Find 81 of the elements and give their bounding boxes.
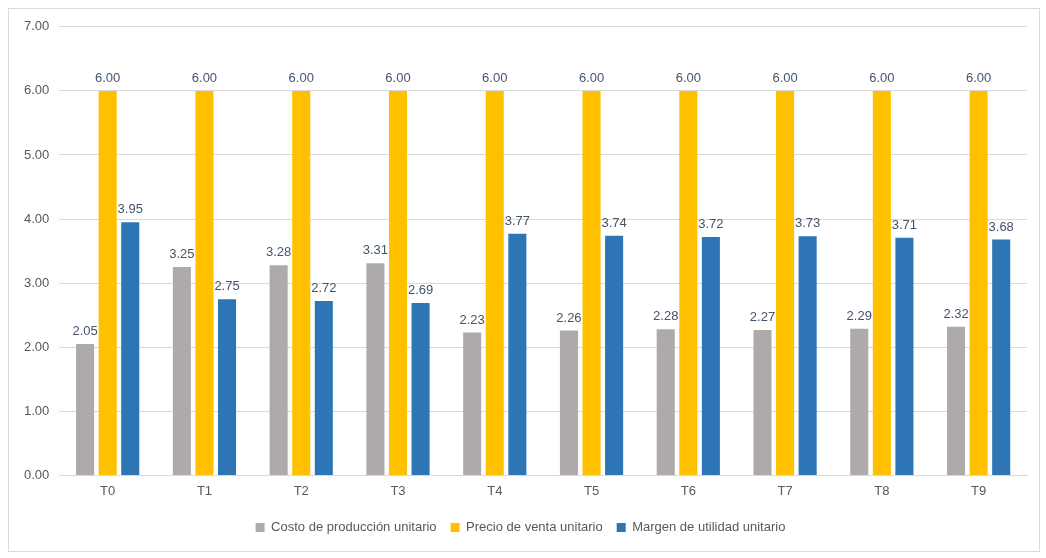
x-tick-label: T2 [293,482,309,498]
bar [388,90,408,475]
bar [969,90,988,475]
data-label: 3.71 [891,216,918,232]
data-label: 6.00 [772,69,798,85]
bar [895,237,914,475]
bar [172,267,191,475]
data-label: 2.29 [846,307,872,323]
bar [292,90,311,475]
data-label: 2.69 [407,282,434,298]
x-tick-label: T8 [874,482,890,498]
bar [798,236,817,475]
x-tick-label: T0 [100,482,116,498]
data-label: 6.00 [191,69,218,85]
y-tick-label: 6.00 [23,82,50,98]
data-label: 6.00 [385,69,411,85]
bar [195,90,214,475]
bar [947,326,966,475]
y-tick-label: 1.00 [23,402,50,418]
bar [559,330,578,475]
data-label: 3.77 [504,212,530,228]
x-tick-label: T5 [583,482,600,498]
legend-label: Precio de venta unitario [466,519,603,535]
y-tick-label: 0.00 [23,466,50,482]
x-tick-label: T4 [487,482,503,498]
bar [753,329,772,475]
bar [776,90,795,475]
bar [314,301,333,475]
data-label: 2.28 [653,308,679,324]
data-label: 2.23 [459,311,485,327]
bar [872,90,891,475]
bar [218,299,237,475]
bar [463,332,482,475]
data-label: 2.72 [311,280,337,296]
x-tick-label: T1 [196,482,213,498]
y-tick-label: 7.00 [23,18,50,34]
data-label: 3.95 [117,201,143,217]
data-label: 2.75 [214,278,240,294]
bar [76,344,95,475]
x-tick-label: T3 [390,482,406,498]
y-tick-label: 4.00 [23,210,50,226]
bar [508,233,527,475]
bar [411,303,430,475]
y-tick-label: 2.00 [23,338,50,354]
x-tick-label: T7 [777,482,793,498]
data-label: 6.00 [869,69,895,85]
bar [701,237,720,475]
bar [485,90,504,475]
data-label: 2.26 [556,309,582,325]
bar [850,328,869,475]
data-label: 6.00 [482,69,508,85]
bar [679,90,698,475]
data-label: 3.28 [265,244,292,260]
bar [582,90,601,475]
legend-label: Costo de producción unitario [271,519,437,535]
bar [98,90,117,475]
data-label: 6.00 [288,69,314,85]
bar [121,222,140,475]
y-tick-label: 3.00 [23,274,50,290]
data-label: 2.27 [749,309,776,324]
y-tick-label: 5.00 [23,146,50,162]
bar [366,263,385,475]
data-label: 3.72 [698,216,724,232]
legend-label: Margen de utilidad unitario [632,519,786,535]
data-label: 6.00 [578,69,605,85]
data-label: 3.74 [601,214,627,230]
data-label: 2.32 [943,305,969,321]
data-label: 6.00 [95,69,121,85]
x-tick-label: T9 [971,482,987,498]
bar [605,235,624,475]
data-label: 6.00 [965,69,992,85]
bar [992,239,1011,475]
data-label: 2.05 [72,323,98,339]
x-tick-label: T6 [680,482,696,498]
data-label: 3.25 [169,246,195,262]
data-label: 3.31 [362,242,389,258]
bar [269,265,288,475]
data-label: 3.73 [795,215,821,231]
bar [656,329,675,475]
data-label: 3.68 [988,218,1014,234]
data-label: 6.00 [675,69,701,85]
